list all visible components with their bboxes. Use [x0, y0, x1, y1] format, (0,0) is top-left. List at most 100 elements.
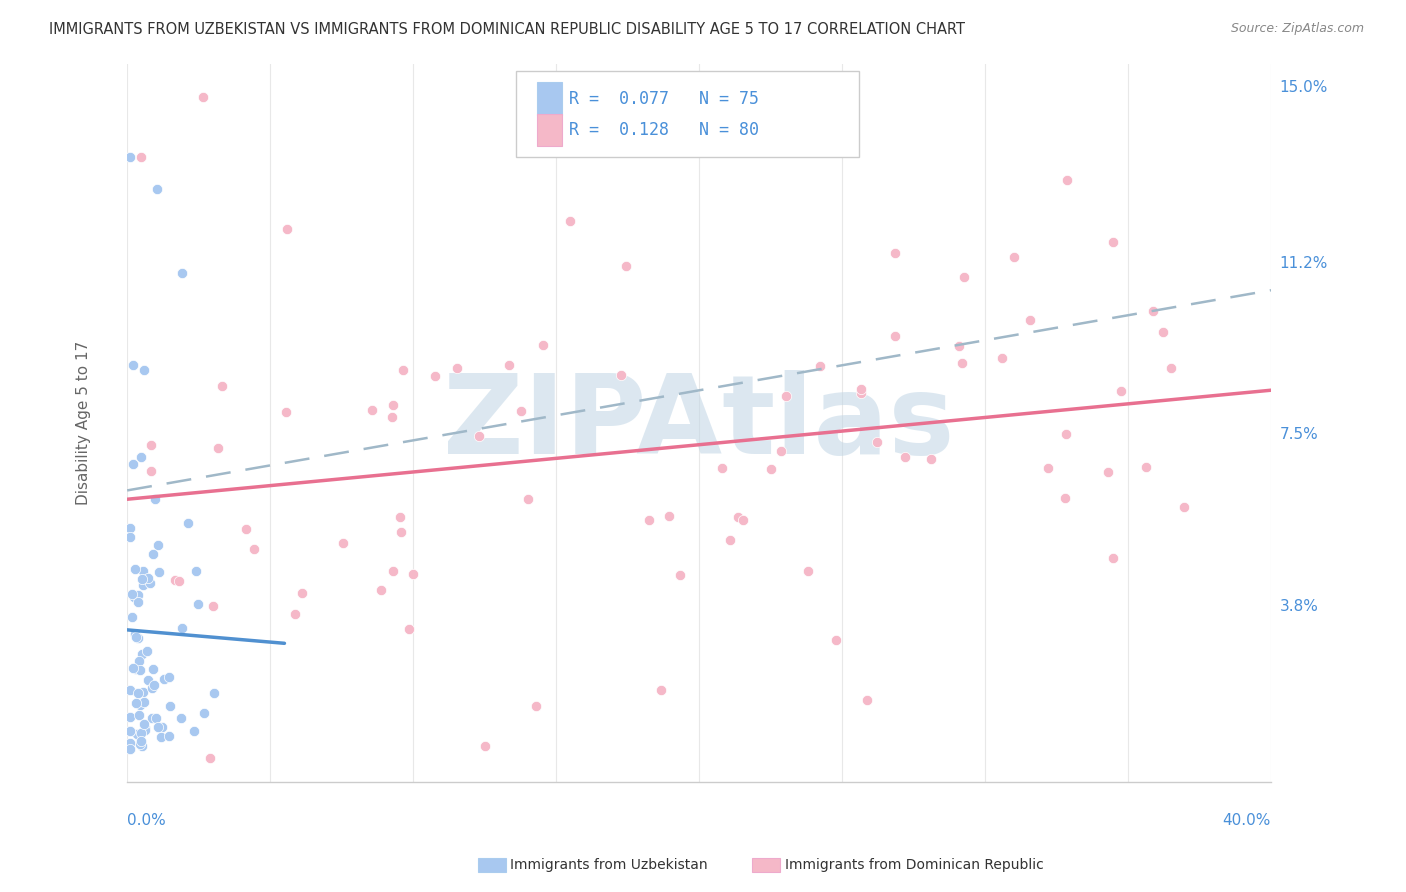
Point	[183, 723, 205, 738]
Point	[446, 360, 468, 375]
Point	[129, 726, 152, 740]
Point	[524, 699, 547, 714]
Point	[638, 513, 661, 527]
Point	[498, 358, 520, 372]
Point	[1097, 465, 1119, 479]
Point	[193, 89, 215, 103]
Text: 3.8%: 3.8%	[1279, 599, 1319, 614]
Point	[118, 530, 141, 544]
Point	[733, 512, 755, 526]
Point	[145, 182, 167, 196]
Point	[118, 682, 141, 697]
Point	[129, 698, 152, 712]
Point	[775, 389, 797, 403]
Point	[391, 363, 413, 377]
Text: R =  0.128   N = 80: R = 0.128 N = 80	[568, 121, 759, 139]
Point	[884, 329, 907, 343]
Point	[159, 699, 181, 714]
Point	[797, 564, 820, 578]
Text: ZIPAtlas: ZIPAtlas	[443, 369, 955, 476]
Text: Immigrants from Dominican Republic: Immigrants from Dominican Republic	[785, 858, 1043, 872]
Point	[136, 673, 159, 687]
Point	[1160, 361, 1182, 376]
Point	[134, 721, 156, 735]
Point	[121, 457, 143, 471]
Point	[370, 583, 392, 598]
Point	[141, 464, 163, 478]
Point	[148, 565, 170, 579]
Point	[124, 627, 146, 641]
Point	[172, 266, 194, 280]
Point	[389, 510, 412, 524]
Point	[953, 269, 976, 284]
Point	[134, 723, 156, 738]
Point	[127, 686, 149, 700]
Point	[243, 542, 266, 557]
Point	[153, 672, 176, 686]
Point	[143, 678, 166, 692]
Point	[131, 565, 153, 579]
Point	[118, 724, 141, 739]
FancyBboxPatch shape	[516, 71, 859, 158]
Point	[401, 567, 423, 582]
Point	[120, 736, 142, 750]
Point	[560, 214, 582, 228]
Text: Disability Age 5 to 17: Disability Age 5 to 17	[76, 341, 91, 506]
Point	[135, 643, 157, 657]
Point	[866, 434, 889, 449]
FancyBboxPatch shape	[537, 114, 562, 146]
Point	[284, 607, 307, 622]
Point	[131, 739, 153, 754]
FancyBboxPatch shape	[537, 82, 562, 115]
Point	[1038, 461, 1060, 475]
Point	[474, 739, 496, 754]
Point	[398, 622, 420, 636]
Point	[1054, 427, 1077, 442]
Point	[124, 590, 146, 604]
Point	[920, 452, 942, 467]
Point	[1135, 460, 1157, 475]
Point	[610, 368, 633, 382]
Point	[658, 509, 681, 524]
Point	[720, 533, 742, 547]
Point	[202, 599, 225, 613]
Point	[132, 363, 155, 377]
Point	[825, 633, 848, 648]
Point	[141, 681, 163, 695]
Point	[127, 588, 149, 602]
Point	[770, 444, 793, 458]
Point	[127, 727, 149, 741]
Point	[157, 670, 180, 684]
Point	[276, 221, 298, 235]
Text: 40.0%: 40.0%	[1223, 813, 1271, 828]
Point	[145, 711, 167, 725]
Point	[118, 520, 141, 534]
Text: Source: ZipAtlas.com: Source: ZipAtlas.com	[1230, 22, 1364, 36]
Point	[849, 383, 872, 397]
Text: Immigrants from Uzbekistan: Immigrants from Uzbekistan	[510, 858, 709, 872]
Point	[121, 609, 143, 624]
Point	[134, 695, 156, 709]
Point	[808, 359, 831, 373]
Point	[1101, 235, 1123, 250]
Point	[389, 524, 412, 539]
Text: 7.5%: 7.5%	[1279, 427, 1317, 442]
Point	[129, 736, 152, 750]
Point	[509, 404, 531, 418]
Point	[122, 661, 145, 675]
Point	[145, 492, 167, 507]
Point	[132, 577, 155, 591]
Text: 11.2%: 11.2%	[1279, 256, 1327, 271]
Point	[122, 359, 145, 373]
Point	[207, 441, 229, 455]
Point	[167, 574, 190, 588]
Point	[200, 750, 222, 764]
Point	[142, 547, 165, 561]
Point	[1109, 384, 1132, 398]
Point	[146, 538, 169, 552]
Point	[127, 595, 149, 609]
Point	[146, 720, 169, 734]
Point	[332, 535, 354, 549]
Point	[129, 450, 152, 465]
Point	[134, 717, 156, 731]
